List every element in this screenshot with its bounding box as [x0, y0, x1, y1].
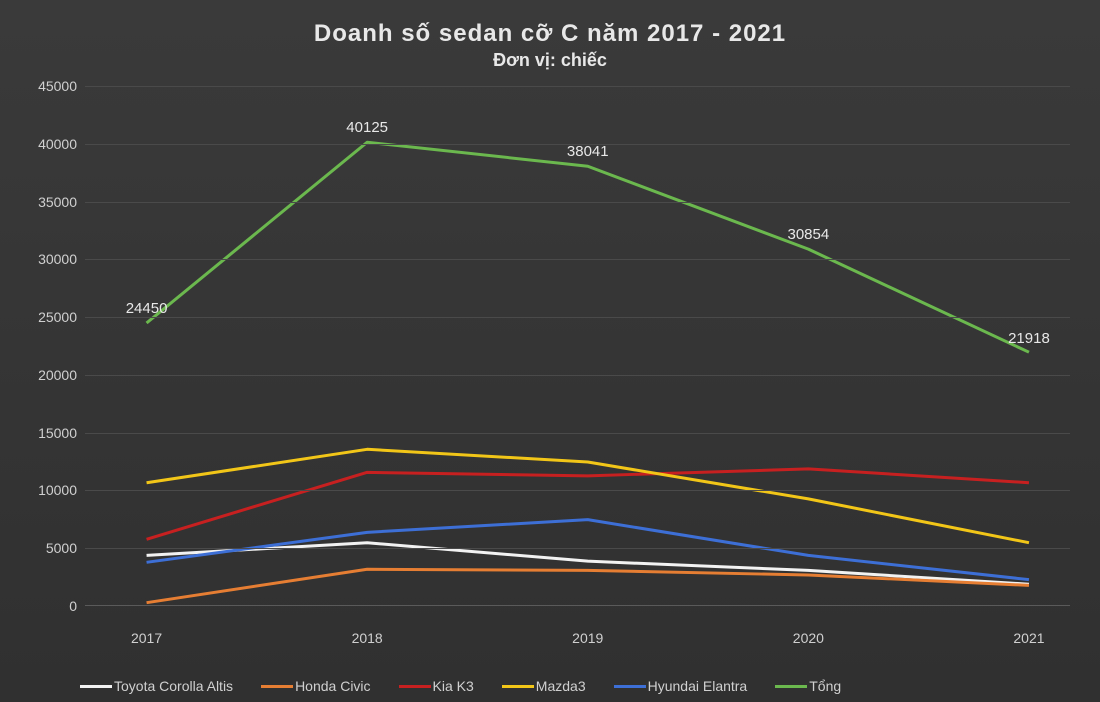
gridline: [85, 259, 1070, 260]
y-tick-label: 25000: [38, 309, 77, 325]
x-tick-label: 2017: [131, 630, 162, 646]
legend-swatch: [502, 685, 534, 688]
legend-item: Kia K3: [399, 678, 474, 694]
y-axis: 0500010000150002000025000300003500040000…: [30, 86, 85, 606]
legend-swatch: [775, 685, 807, 688]
legend-label: Kia K3: [433, 678, 474, 694]
legend-item: Tổng: [775, 678, 841, 694]
gridline: [85, 86, 1070, 87]
gridline: [85, 375, 1070, 376]
series-line: [147, 142, 1029, 352]
gridline: [85, 202, 1070, 203]
legend-swatch: [80, 685, 112, 688]
legend-label: Toyota Corolla Altis: [114, 678, 233, 694]
y-tick-label: 0: [69, 598, 77, 614]
gridline: [85, 317, 1070, 318]
y-tick-label: 15000: [38, 425, 77, 441]
y-tick-label: 5000: [46, 540, 77, 556]
legend-label: Honda Civic: [295, 678, 370, 694]
legend-swatch: [614, 685, 646, 688]
x-tick-label: 2019: [572, 630, 603, 646]
y-tick-label: 30000: [38, 251, 77, 267]
x-tick-label: 2020: [793, 630, 824, 646]
y-tick-label: 45000: [38, 78, 77, 94]
series-line: [147, 569, 1029, 602]
chart-area: 0 5000 10000 15000 20000 25000 30000 35000 40000…: [30, 86, 1070, 641]
data-label: 24450: [126, 300, 168, 317]
chart-title: Doanh số sedan cỡ C năm 2017 - 2021: [30, 20, 1070, 48]
legend: Toyota Corolla Altis Honda Civic Kia K3 Maz…: [80, 678, 1070, 694]
data-label: 40125: [346, 119, 388, 136]
y-tick-label: 10000: [38, 482, 77, 498]
legend-label: Hyundai Elantra: [648, 678, 748, 694]
gridline: [85, 490, 1070, 491]
legend-item: Honda Civic: [261, 678, 370, 694]
gridline: [85, 433, 1070, 434]
chart-subtitle: Đơn vị: chiếc: [30, 50, 1070, 71]
series-line: [147, 469, 1029, 539]
legend-label: Tổng: [809, 678, 841, 694]
legend-item: Hyundai Elantra: [614, 678, 748, 694]
series-line: [147, 449, 1029, 542]
y-tick-label: 40000: [38, 136, 77, 152]
chart-lines: [85, 86, 1070, 605]
data-label: 21918: [1008, 330, 1050, 347]
plot-area: 20172018201920202021 2445040125380413085…: [85, 86, 1070, 606]
data-label: 38041: [567, 143, 609, 160]
legend-item: Mazda3: [502, 678, 586, 694]
data-label: 30854: [788, 226, 830, 243]
y-tick-label: 20000: [38, 367, 77, 383]
y-tick-label: 35000: [38, 194, 77, 210]
legend-swatch: [261, 685, 293, 688]
legend-swatch: [399, 685, 431, 688]
x-tick-label: 2021: [1013, 630, 1044, 646]
legend-label: Mazda3: [536, 678, 586, 694]
x-tick-label: 2018: [352, 630, 383, 646]
legend-item: Toyota Corolla Altis: [80, 678, 233, 694]
gridline: [85, 548, 1070, 549]
